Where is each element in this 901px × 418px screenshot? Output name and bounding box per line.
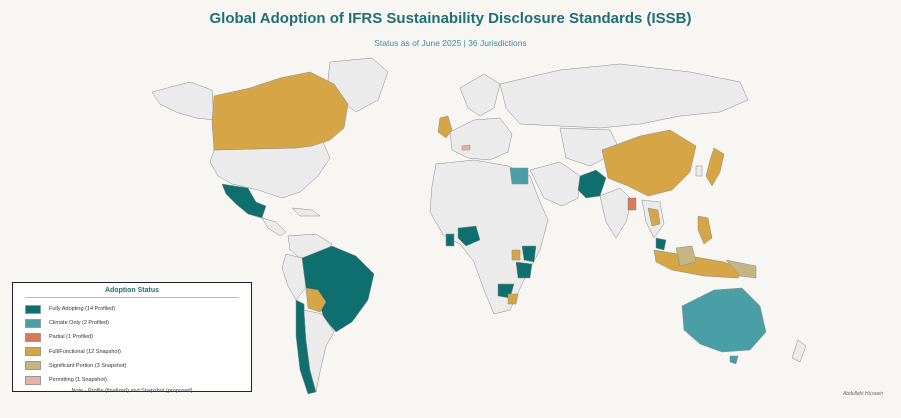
region-tanzania bbox=[515, 261, 533, 279]
map-title: Global Adoption of IFRS Sustainability D… bbox=[209, 10, 692, 27]
legend-label: Full/Functional (12 Snapshot) bbox=[49, 348, 121, 355]
legend-item-partial: Partial (1 Profiled) bbox=[13, 330, 251, 344]
region-ghana bbox=[445, 233, 455, 247]
legend-label: Permitting (1 Snapshot) bbox=[49, 377, 107, 384]
legend-item-full-functional: Full/Functional (12 Snapshot) bbox=[13, 345, 251, 359]
region-zimbabwe bbox=[507, 293, 519, 305]
legend-swatch bbox=[25, 375, 41, 385]
region-china bbox=[601, 129, 697, 197]
region-uganda bbox=[511, 249, 521, 261]
region-malaysia bbox=[655, 237, 667, 251]
region-australia bbox=[681, 287, 767, 353]
region-indonesia bbox=[653, 249, 745, 279]
region-kenya bbox=[521, 245, 537, 263]
region-switzerland bbox=[461, 144, 471, 151]
legend-swatch bbox=[25, 361, 41, 371]
legend-item-significant-portion: Significant Portion (3 Snapshot) bbox=[13, 359, 251, 373]
legend-label: Significant Portion (3 Snapshot) bbox=[49, 362, 127, 369]
map-subtitle: Status as of June 2025 | 36 Jurisdiction… bbox=[374, 38, 527, 48]
region-japan bbox=[705, 147, 725, 187]
region-bolivia bbox=[305, 287, 327, 313]
region-tasmania bbox=[729, 355, 739, 365]
legend-label: Climate Only (2 Profiled) bbox=[49, 320, 109, 327]
legend-item-permitting: Permitting (1 Snapshot) bbox=[13, 373, 251, 387]
region-new-zealand bbox=[791, 339, 807, 363]
region-russia bbox=[499, 63, 749, 129]
legend-item-climate-only: Climate Only (2 Profiled) bbox=[13, 316, 251, 330]
legend-swatch bbox=[25, 347, 41, 357]
legend-title: Adoption Status bbox=[104, 287, 160, 294]
region-india bbox=[599, 187, 633, 239]
region-korea bbox=[695, 165, 703, 177]
legend-label: Fully Adopting (14 Profiled) bbox=[49, 306, 116, 313]
legend-label: Partial (1 Profiled) bbox=[49, 334, 94, 341]
region-central-america bbox=[261, 217, 287, 237]
legend: Adoption Status Fully Adopting (14 Profi… bbox=[12, 282, 252, 395]
region-pakistan bbox=[577, 169, 607, 199]
region-borneo bbox=[675, 245, 697, 267]
legend-swatch bbox=[25, 332, 41, 342]
region-egypt bbox=[509, 167, 529, 185]
region-middle-east bbox=[529, 161, 581, 207]
region-thailand bbox=[647, 207, 661, 227]
region-europe bbox=[449, 117, 513, 161]
legend-swatch bbox=[25, 318, 41, 328]
legend-divider bbox=[25, 297, 239, 298]
region-bangladesh bbox=[627, 197, 637, 211]
region-uk bbox=[437, 115, 453, 139]
region-philippines bbox=[697, 215, 713, 245]
region-alaska bbox=[151, 81, 215, 121]
legend-note: Note - Profile (finalized) and Snapshot … bbox=[71, 388, 193, 395]
region-scandinavia bbox=[459, 73, 501, 117]
region-argentina bbox=[303, 309, 335, 393]
region-canada bbox=[211, 71, 349, 151]
region-nigeria bbox=[457, 225, 481, 247]
author-credit: Abdullahi Hussein bbox=[842, 391, 883, 397]
legend-item-fully-adopting: Fully Adopting (14 Profiled) bbox=[13, 302, 251, 316]
legend-swatch bbox=[25, 304, 41, 314]
region-papua bbox=[725, 259, 757, 279]
region-caribbean bbox=[291, 207, 321, 217]
